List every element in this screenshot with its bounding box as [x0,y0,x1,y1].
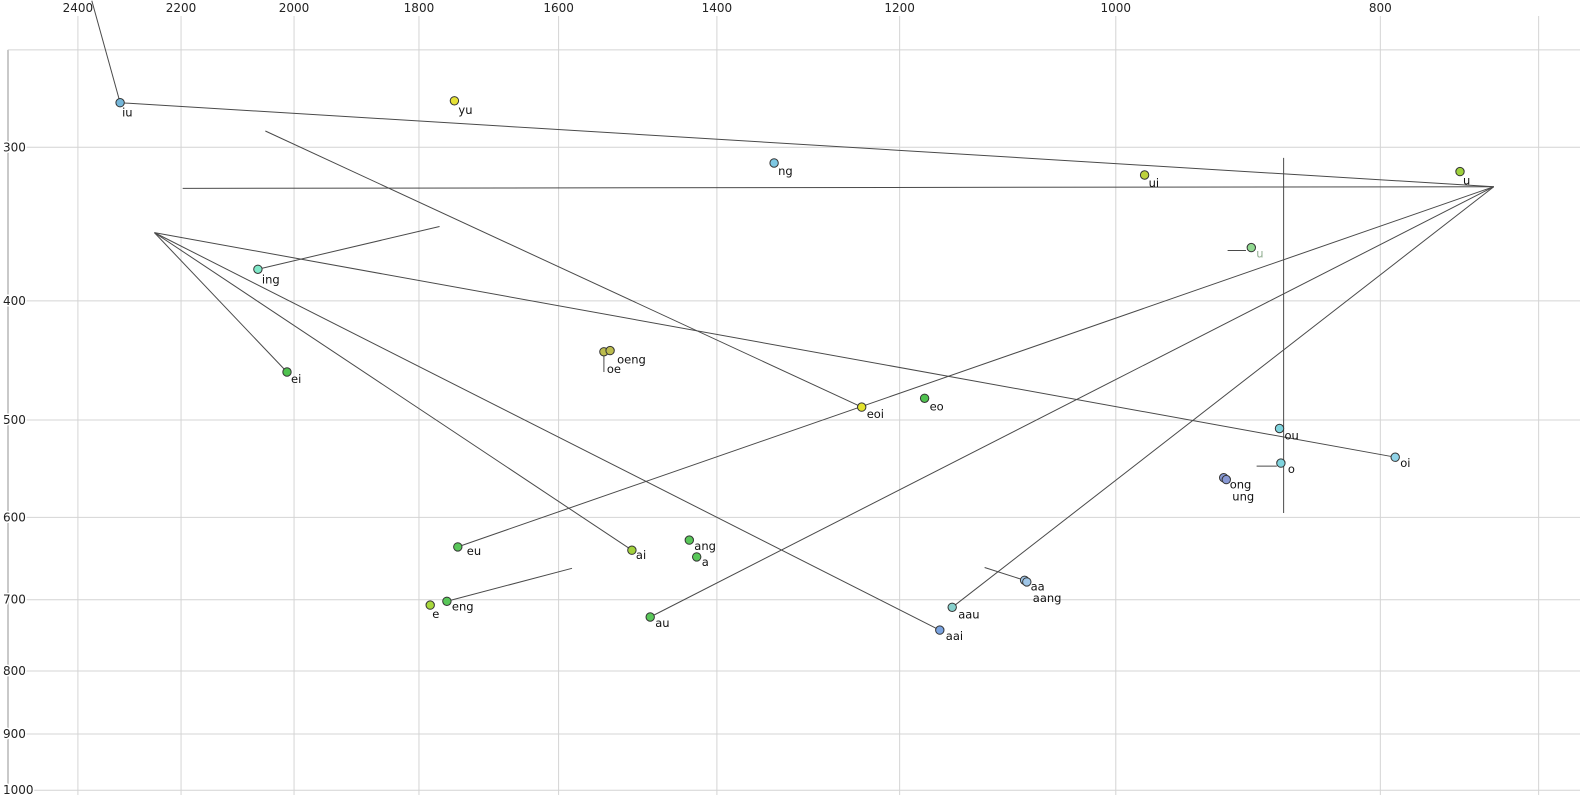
point-label-oi: oi [1400,456,1410,470]
point-au[interactable] [645,612,655,622]
trajectory-lines [91,0,1495,631]
point-label-oe: oe [607,362,621,376]
line-i-to-iu [91,0,121,103]
point-aang[interactable] [1022,577,1032,587]
point-label-aa: aa [1031,579,1045,593]
line-ai-trajectory [154,232,633,551]
gridlines [7,16,1580,795]
point-label-eng: eng [452,599,474,613]
line-eoi-trajectory [265,130,862,408]
y-tick-label-400: 400 [3,294,26,308]
point-u[interactable] [1455,166,1465,177]
point-oi[interactable] [1390,452,1400,462]
point-label-yu: yu [458,103,472,117]
point-aau[interactable] [947,602,957,612]
point-label-ai: ai [636,548,646,562]
point-label-aang: aang [1033,591,1062,605]
line-oi-trajectory [154,232,1396,458]
point-e[interactable] [425,600,435,610]
point-eoi[interactable] [857,402,867,412]
point-ung[interactable] [1221,474,1232,485]
line-eu-to-u [457,186,1494,548]
point-ang[interactable] [684,535,694,545]
point-eng[interactable] [442,596,452,606]
tick-labels: 300 400 500 600 700 800 900 1000 2400 2200 2000 180… [2,1,1392,799]
data-points [115,96,1465,635]
line-ui-trajectory [182,186,1494,189]
point-label-eu: eu [467,544,481,558]
y-tick-label-600: 600 [3,510,26,524]
x-tick-label-1400: 1400 [702,1,733,15]
y-tick-label-500: 500 [3,413,26,427]
line-au-to-u [649,186,1494,618]
point-eu[interactable] [453,542,463,552]
point-label-ou: ou [1285,429,1299,443]
y-tick-label-900: 900 [3,727,26,741]
point-aai[interactable] [935,625,945,635]
x-tick-label-800: 800 [1369,1,1392,15]
point-ai[interactable] [627,545,637,555]
x-tick-label-2000: 2000 [279,1,310,15]
y-tick-label-300: 300 [3,140,26,154]
y-tick-label-700: 700 [3,593,26,607]
point-label-eoi: eoi [867,407,884,421]
line-ei-trajectory [154,232,288,373]
point-iu[interactable] [115,98,125,108]
point-label-eo: eo [930,399,944,413]
point-label-u: u [1463,174,1470,188]
y-tick-label-800: 800 [3,664,26,678]
point-o[interactable] [1276,458,1286,468]
line-ing-trajectory [257,226,440,270]
line-aau-to-u [951,186,1495,608]
x-tick-label-1200: 1200 [884,1,915,15]
point-label-aau: aau [958,607,979,621]
point-label-ung: ung [1232,490,1254,504]
point-label-aai: aai [946,629,963,643]
point-label-ing: ing [262,272,280,286]
point-label-ong: ong [1230,478,1252,492]
point-label-e: e [432,607,439,621]
point-ng[interactable] [769,158,779,168]
point-label-oeng: oeng [617,353,646,367]
x-tick-label-2200: 2200 [166,1,197,15]
point-label-a: a [702,555,709,569]
x-tick-label-2400: 2400 [63,1,94,15]
point-label-ui: ui [1149,176,1159,190]
point-oeng[interactable] [605,345,615,356]
y-tick-label-1000: 1000 [3,783,34,797]
point-eo[interactable] [919,393,930,403]
point-label-o: o [1288,462,1295,476]
line-aai-trajectory [154,232,941,631]
point-ing[interactable] [253,264,263,274]
point-label-au: au [655,616,669,630]
x-tick-label-1600: 1600 [543,1,574,15]
point-label-u-alt: u [1256,247,1263,261]
point-ui[interactable] [1139,170,1150,180]
x-tick-label-1000: 1000 [1101,1,1132,15]
point-a[interactable] [692,552,702,562]
point-ei[interactable] [282,367,292,377]
point-ou[interactable] [1274,423,1285,434]
line-aang-trajectory [984,567,1025,581]
point-yu[interactable] [449,96,460,106]
point-label-ng: ng [778,164,793,178]
x-tick-label-1800: 1800 [404,1,435,15]
point-label-ei: ei [291,372,301,386]
line-iu-to-u [120,102,1494,188]
point-label-ang: ang [694,539,716,553]
point-u-alt[interactable] [1246,242,1257,253]
point-label-iu: iu [122,106,132,120]
line-eng-trajectory [446,567,573,602]
